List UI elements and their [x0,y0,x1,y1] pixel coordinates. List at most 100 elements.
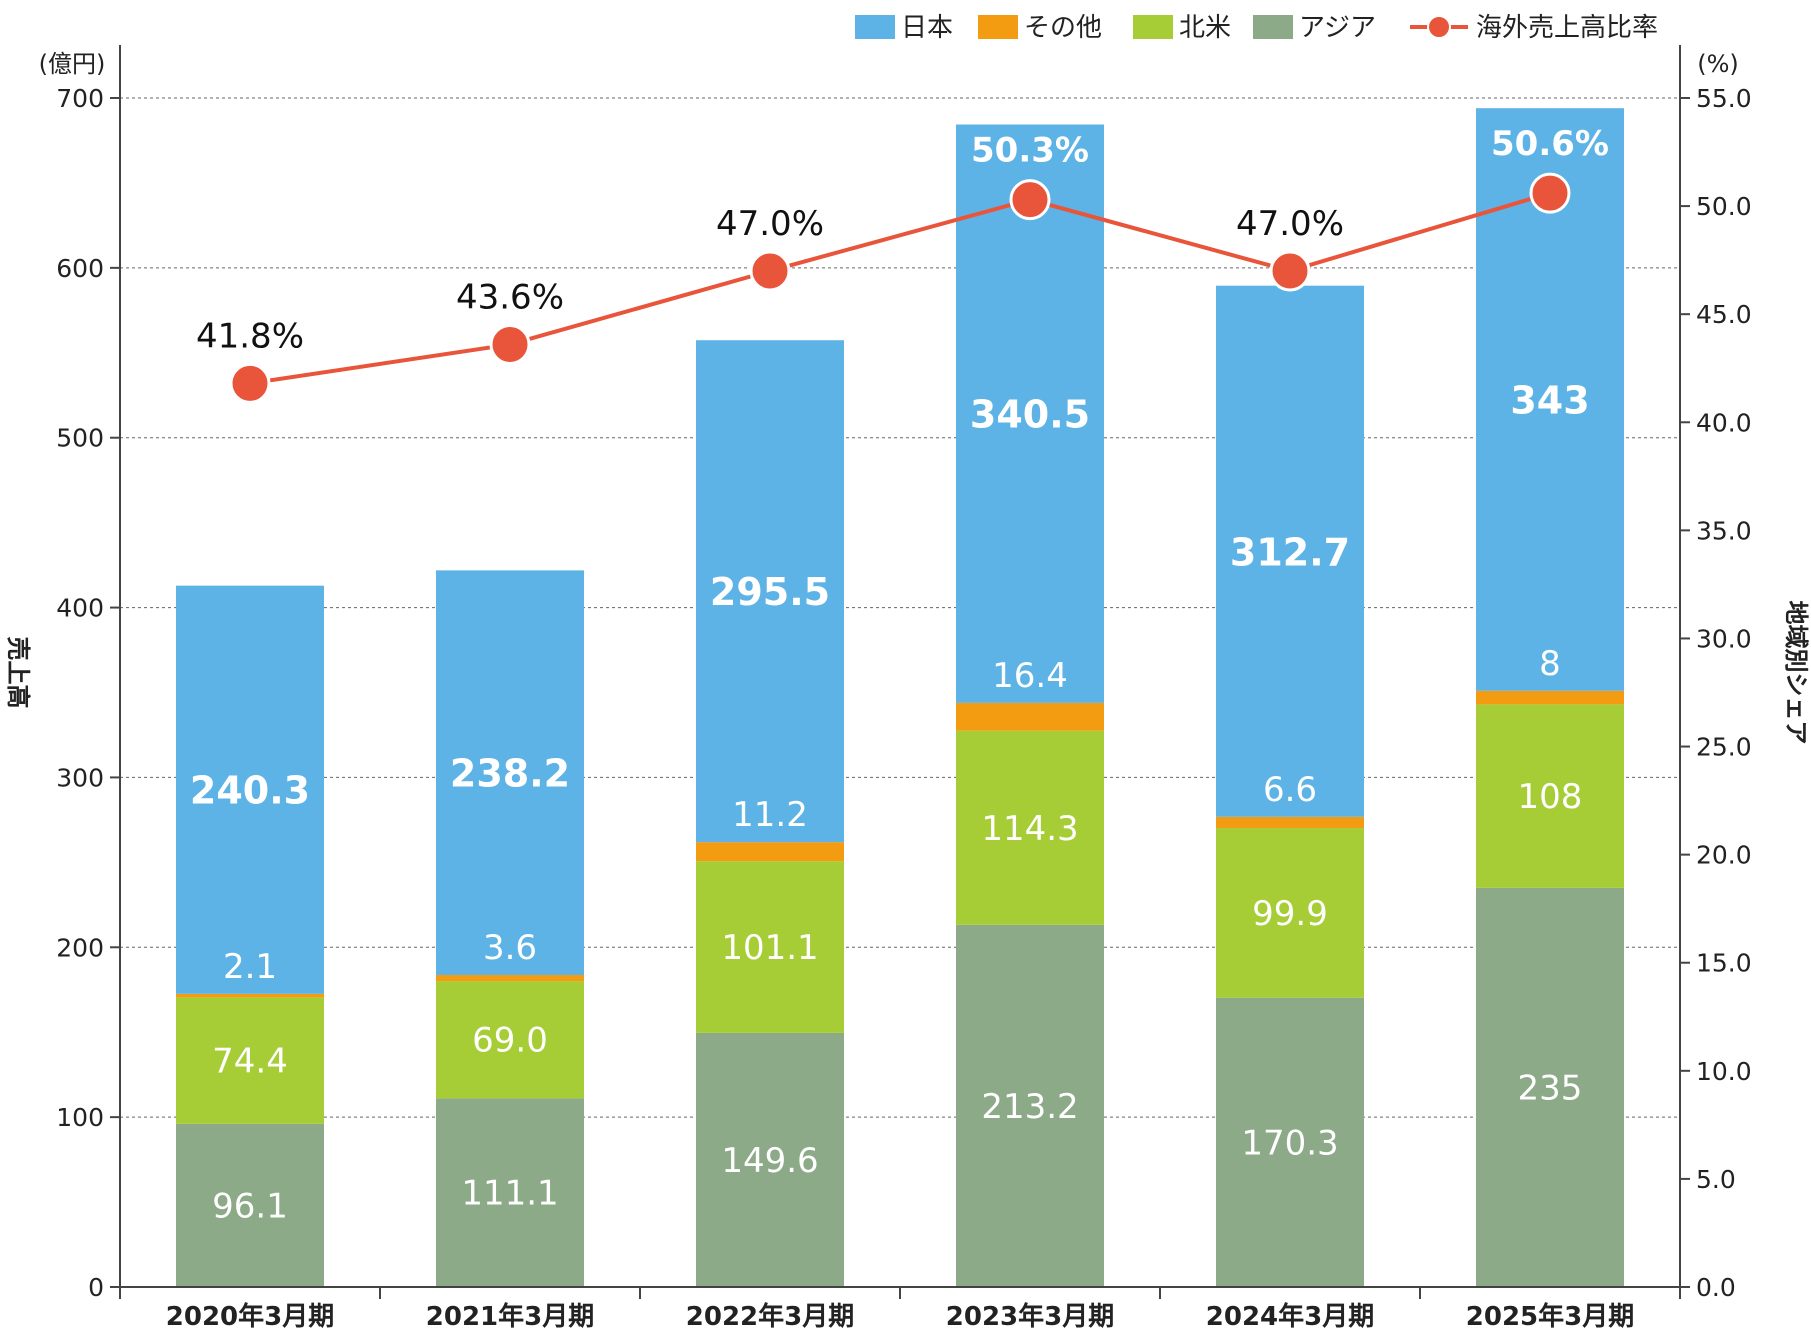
bar-segment [696,340,844,843]
y2-tick-label: 40.0 [1696,408,1752,437]
legend-label: その他 [1024,13,1102,43]
bar-segment [436,570,584,975]
segment-label: 340.5 [970,393,1090,437]
y2-axis-unit: (%) [1697,50,1739,78]
ratio-label: 50.6% [1491,124,1609,164]
ratio-point [229,362,271,404]
bar-segment [1476,704,1624,888]
x-tick-label: 2021年3月期 [426,1301,594,1332]
legend-swatch [1253,15,1293,39]
bar-segment [956,124,1104,703]
legend-marker [1427,15,1451,39]
legend-label: 海外売上高比率 [1476,13,1658,43]
y2-tick-label: 15.0 [1696,949,1752,978]
y2-axis-title: 地域別シェア [1782,601,1810,745]
ratio-label: 47.0% [716,204,824,244]
y2-tick-label: 25.0 [1696,733,1752,762]
segment-label: 101.1 [721,928,818,968]
x-tick-label: 2024年3月期 [1206,1301,1374,1332]
bar-segment [436,1098,584,1287]
segment-label: 170.3 [1241,1123,1338,1163]
y-axis-title: 売上高 [4,637,32,709]
y2-tick-label: 55.0 [1696,84,1752,113]
y-tick-label: 300 [56,763,104,792]
legend-swatch [855,15,895,39]
ratio-label: 50.3% [971,131,1089,171]
ratio-label: 43.6% [456,277,564,317]
y2-tick-label: 20.0 [1696,841,1752,870]
ratio-point [489,323,531,365]
bars: 96.1 74.4 2.1 240.3 111.1 69.0 3.6 238.2 149.6 10… [176,108,1624,1287]
grid-lines [120,97,1680,1118]
ratio-point [1269,250,1311,292]
bar-segment [1476,690,1624,705]
segment-label: 343 [1510,378,1589,422]
segment-label: 108 [1518,777,1583,817]
segment-label: 111.1 [461,1174,558,1214]
segment-label: 238.2 [450,752,570,796]
y2-tick-label: 10.0 [1696,1057,1752,1086]
segment-label: 99.9 [1252,894,1328,934]
y-tick-label: 500 [56,424,104,453]
ratio-line: 41.8% 43.6% 47.0% 50.3% 47.0% 50.6% [196,124,1609,404]
y-tick-label: 200 [56,933,104,962]
segment-label: 213.2 [981,1087,1078,1127]
legend-label: 日本 [901,13,953,43]
bar-segment [1216,828,1364,998]
segment-label: 16.4 [992,656,1068,696]
y2-tick-label: 45.0 [1696,300,1752,329]
legend-label: アジア [1299,13,1376,43]
segment-label: 74.4 [212,1042,288,1082]
x-tick-label: 2023年3月期 [946,1301,1114,1332]
legend-swatch [978,15,1018,39]
y-axis-unit: (億円) [39,50,106,78]
y2-tick-label: 0.0 [1696,1273,1736,1302]
bar-segment [956,730,1104,925]
segment-label: 240.3 [190,769,310,813]
segment-label: 2.1 [223,947,277,987]
ratio-point [1009,179,1051,221]
y2-tick-label: 5.0 [1696,1165,1736,1194]
x-tick-label: 2020年3月期 [166,1301,334,1332]
x-tick-label: 2025年3月期 [1466,1301,1634,1332]
y-tick-label: 600 [56,254,104,283]
bar-segment [436,974,584,982]
bar-segment [1216,816,1364,829]
ratio-label: 47.0% [1236,204,1344,244]
bar-segment [176,997,324,1124]
bar-segment [956,702,1104,731]
y-tick-label: 400 [56,594,104,623]
bar-segment [696,861,844,1033]
y2-tick-label: 50.0 [1696,192,1752,221]
y-tick-label: 100 [56,1103,104,1132]
legend-swatch [1133,15,1173,39]
y2-tick-label: 30.0 [1696,624,1752,653]
bar-segment [436,981,584,1099]
y-tick-label: 0 [88,1273,104,1302]
y2-tick-label: 35.0 [1696,516,1752,545]
segment-label: 149.6 [721,1141,818,1181]
bar-segment [1216,997,1364,1287]
ratio-point [749,250,791,292]
bar-segment [176,993,324,998]
segment-label: 295.5 [710,570,830,614]
segment-label: 6.6 [1263,770,1317,810]
segment-label: 8 [1539,644,1561,684]
bar-segment [176,585,324,994]
segment-label: 312.7 [1230,530,1350,574]
bar-segment [1476,887,1624,1287]
legend-label: 北米 [1179,13,1231,43]
axes: 0 100 200 300 400 500 600 700 0.0 5.0 10.0 15.0 20.0… [4,45,1810,1332]
bar-segment [696,842,844,862]
legend: 日本 その他 北米 アジア 海外売上高比率 [855,13,1658,43]
bar-segment [1216,285,1364,817]
segment-label: 3.6 [483,928,537,968]
segment-label: 114.3 [981,809,1078,849]
ratio-point [1529,172,1571,214]
ratio-label: 41.8% [196,316,304,356]
segment-label: 69.0 [472,1021,548,1061]
y-tick-label: 700 [56,84,104,113]
bar-segment [176,1123,324,1287]
segment-label: 235 [1518,1068,1583,1108]
